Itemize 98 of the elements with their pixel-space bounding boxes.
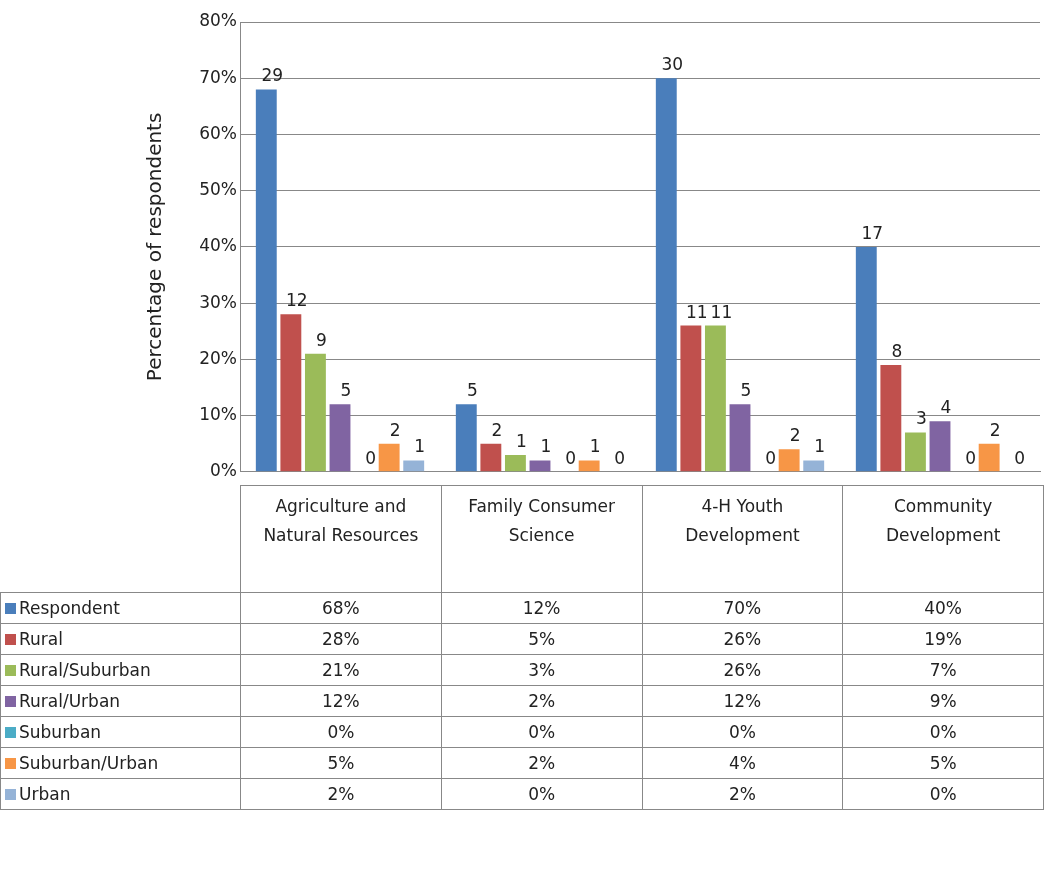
annotation: 12 [286,290,308,311]
y-tick-label: 70% [199,66,237,87]
bar [280,314,302,472]
data-label: 4% [642,747,843,779]
bar [778,449,800,472]
annotation: 29 [261,65,284,86]
legend-label: Rural [0,623,241,655]
data-label: 28% [240,623,442,655]
data-label: 0% [441,716,642,748]
data-label: 2% [441,685,642,717]
annotation: 2 [989,419,1001,440]
annotation: 8 [891,340,903,361]
bar [255,89,277,472]
annotation: 11 [686,301,708,322]
data-label: 0% [842,778,1044,810]
annotation: 30 [661,54,684,75]
y-tick-label: 10% [199,404,237,424]
data-label: 2% [642,778,843,810]
data-label: 12% [642,685,843,717]
y-tick-label: 60% [199,122,237,143]
data-label: 2% [240,778,442,810]
bar [978,443,1000,472]
data-label: 68% [240,592,442,624]
y-tick-label: 80% [199,10,237,31]
bar [729,404,751,472]
data-label: 9% [842,685,1044,717]
x-tick-label: Family Consumer Science [441,485,642,593]
data-label: 0% [441,778,642,810]
annotation: 1 [540,436,552,457]
bar [655,78,677,472]
data-label: 26% [642,654,843,686]
annotation: 2 [389,419,401,440]
legend-label: Rural/Suburban [0,654,241,686]
annotation: 1 [414,436,426,457]
annotation: 1 [516,430,527,451]
bar [304,353,326,472]
y-axis-title: Percentage of respondents [142,112,167,382]
annotation: 0 [614,447,626,468]
bar [855,246,877,472]
x-tick-label: 4-H Youth Development [642,485,843,593]
bar [480,443,502,472]
data-label: 26% [642,623,843,655]
bar [904,432,926,472]
annotation: 5 [466,380,478,401]
data-label: 0% [842,716,1044,748]
annotation: 4 [940,397,952,418]
x-tick-label: Agriculture and Natural Resources [240,485,442,593]
bar [704,325,726,472]
y-tick-label: 40% [199,235,237,256]
annotation: 17 [861,222,884,243]
data-label: 21% [240,654,442,686]
y-tick-label: 50% [199,179,237,200]
annotation: 5 [740,380,752,401]
annotation: 0 [1014,447,1026,468]
data-label: 7% [842,654,1044,686]
legend-label: Suburban/Urban [0,747,241,779]
data-label: 5% [842,747,1044,779]
data-label: 0% [240,716,442,748]
annotation: 0 [365,447,376,468]
data-label: 12% [441,592,642,624]
data-label: 70% [642,592,843,624]
annotation: 3 [916,408,927,429]
annotation: 0 [565,447,576,468]
annotation: 2 [491,419,503,440]
bar [455,404,477,472]
annotation: 0 [765,447,776,468]
data-label: 0% [642,716,843,748]
bar [803,460,825,472]
legend-label: Suburban [0,716,241,748]
bar [378,443,400,472]
legend-label: Rural/Urban [0,685,241,717]
bar [329,404,351,472]
y-tick-label: 20% [199,347,237,368]
bar [880,364,902,472]
annotation: 9 [316,329,327,350]
data-label: 19% [842,623,1044,655]
annotation: 1 [814,436,826,457]
annotation: 1 [589,436,601,457]
annotation: 0 [965,447,976,468]
legend-label: Urban [0,778,241,810]
bar [578,460,600,472]
x-tick-label: Community Development [842,485,1044,593]
annotation: 11 [710,301,733,322]
data-label: 12% [240,685,442,717]
data-label: 5% [240,747,442,779]
bar [680,325,702,472]
legend-label: Respondent [0,592,241,624]
y-tick-label: 0% [210,460,237,481]
bar [929,421,951,472]
bar [504,454,526,472]
y-tick-label: 30% [199,291,237,312]
data-label: 2% [441,747,642,779]
annotation: 5 [340,380,352,401]
data-label: 40% [842,592,1044,624]
data-label: 5% [441,623,642,655]
data-label: 3% [441,654,642,686]
annotation: 2 [789,425,801,446]
bar [403,460,425,472]
